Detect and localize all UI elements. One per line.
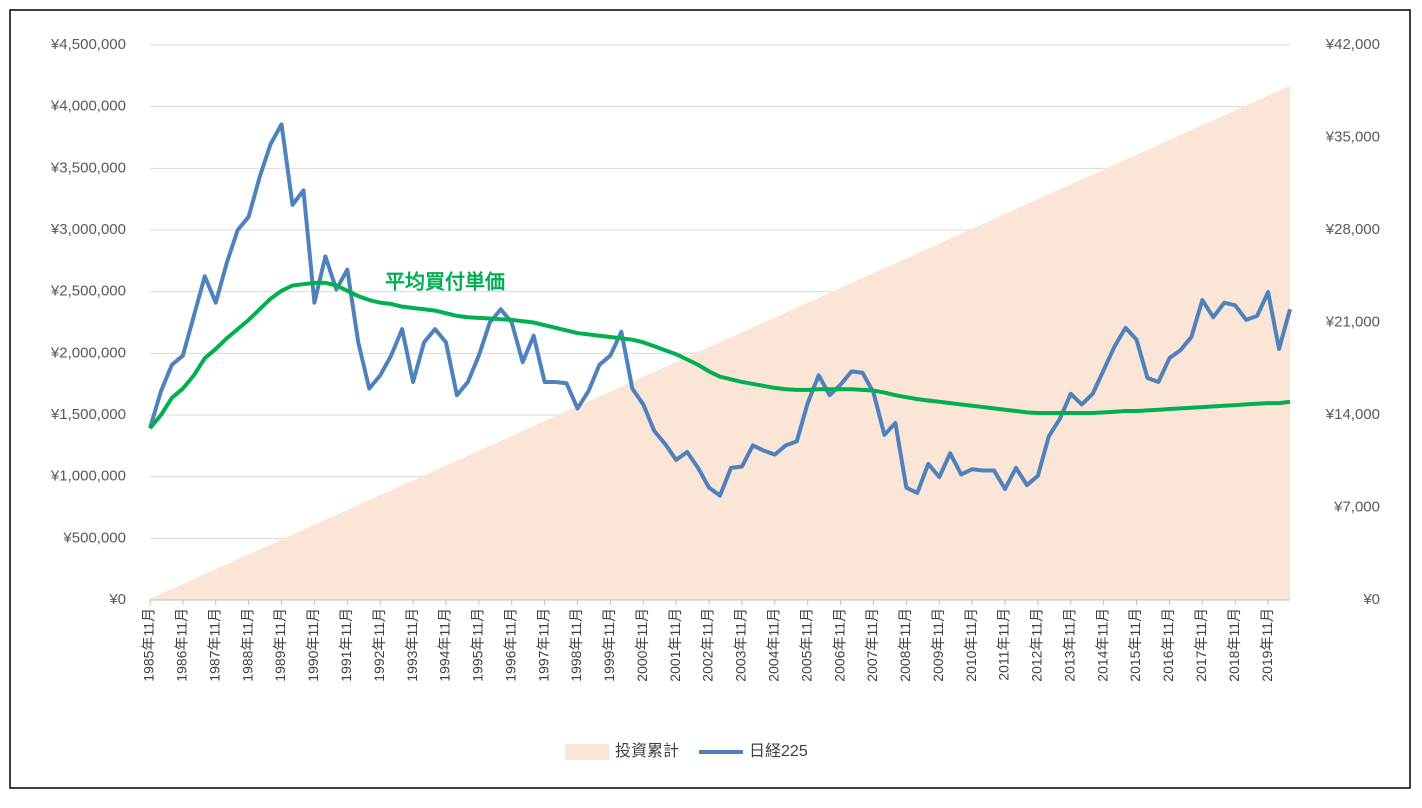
y-tick-label: ¥0 bbox=[108, 591, 126, 608]
x-tick-label: 1998年11月 bbox=[568, 608, 584, 682]
x-tick-label: 1989年11月 bbox=[272, 608, 288, 682]
x-tick-label: 1997年11月 bbox=[535, 608, 551, 682]
x-tick-label: 1991年11月 bbox=[338, 608, 354, 682]
x-tick-label: 2007年11月 bbox=[864, 608, 880, 682]
area bbox=[150, 85, 1290, 600]
x-tick-label: 2008年11月 bbox=[897, 608, 913, 682]
x-tick-label: 2004年11月 bbox=[766, 608, 782, 682]
x-tick-label: 2017年11月 bbox=[1193, 608, 1209, 682]
x-tick-label: 1999年11月 bbox=[601, 608, 617, 682]
line bbox=[148, 122, 1292, 498]
y-tick-label: ¥3,500,000 bbox=[50, 159, 126, 176]
y-tick-label: ¥2,000,000 bbox=[50, 344, 126, 361]
y2-tick-label: ¥28,000 bbox=[1325, 221, 1380, 238]
x-tick-label: 2009年11月 bbox=[930, 608, 946, 682]
y-tick-label: ¥500,000 bbox=[62, 529, 126, 546]
y-tick-label: ¥4,000,000 bbox=[50, 98, 126, 115]
legend-label: 投資累計 bbox=[615, 742, 679, 760]
series-label: 平均買付単価 bbox=[385, 269, 505, 293]
x-tick-label: 2015年11月 bbox=[1127, 608, 1143, 682]
y-tick-label: ¥2,500,000 bbox=[50, 283, 126, 300]
x-tick-label: 2012年11月 bbox=[1029, 608, 1045, 682]
y2-tick-label: ¥42,000 bbox=[1325, 36, 1380, 53]
legend-label: 日経225 bbox=[749, 742, 808, 760]
x-tick-label: 1995年11月 bbox=[470, 608, 486, 682]
x-tick-label: 1993年11月 bbox=[404, 608, 420, 682]
y2-tick-label: ¥0 bbox=[1362, 591, 1380, 608]
y2-tick-label: ¥21,000 bbox=[1325, 313, 1380, 330]
x-tick-label: 2000年11月 bbox=[634, 608, 650, 682]
x-tick-label: 2018年11月 bbox=[1226, 608, 1242, 682]
x-tick-label: 1992年11月 bbox=[371, 608, 387, 682]
y-tick-label: ¥1,000,000 bbox=[50, 468, 126, 485]
x-tick-label: 2014年11月 bbox=[1094, 608, 1110, 682]
y2-tick-label: ¥7,000 bbox=[1333, 498, 1380, 515]
labels: ¥0 ¥500,000 ¥1,000,000 ¥1,500,000 ¥2,000,000… bbox=[50, 36, 1380, 760]
x-tick-label: 1987年11月 bbox=[206, 608, 222, 682]
x-tick-label: 2001年11月 bbox=[667, 608, 683, 682]
x-tick-label: 2011年11月 bbox=[996, 608, 1012, 681]
x-tick-label: 2005年11月 bbox=[798, 608, 814, 682]
x-tick-label: 2016年11月 bbox=[1160, 608, 1176, 682]
y2-tick-label: ¥14,000 bbox=[1325, 406, 1380, 423]
lines bbox=[148, 122, 1292, 498]
x-tick-label: 2013年11月 bbox=[1061, 608, 1077, 682]
x-tick-label: 1996年11月 bbox=[502, 608, 518, 682]
x-tick-label: 2003年11月 bbox=[733, 608, 749, 682]
y-tick-label: ¥4,500,000 bbox=[50, 36, 126, 53]
x-tick-label: 1985年11月 bbox=[141, 608, 157, 682]
x-tick-label: 1988年11月 bbox=[239, 608, 255, 682]
x-tick-label: 2006年11月 bbox=[831, 608, 847, 682]
x-tick-label: 1990年11月 bbox=[305, 608, 321, 682]
y-tick-label: ¥1,500,000 bbox=[50, 406, 126, 423]
areas bbox=[150, 85, 1290, 600]
y-tick-label: ¥3,000,000 bbox=[50, 221, 126, 238]
line bbox=[148, 280, 1291, 430]
x-tick-label: 1994年11月 bbox=[437, 608, 453, 682]
y2-tick-label: ¥35,000 bbox=[1325, 128, 1380, 145]
legend-swatch bbox=[565, 744, 609, 760]
x-tick-label: 2002年11月 bbox=[700, 608, 716, 682]
x-tick-label: 2010年11月 bbox=[963, 608, 979, 682]
x-tick-label: 1986年11月 bbox=[174, 608, 190, 682]
x-tick-label: 2019年11月 bbox=[1259, 608, 1275, 682]
